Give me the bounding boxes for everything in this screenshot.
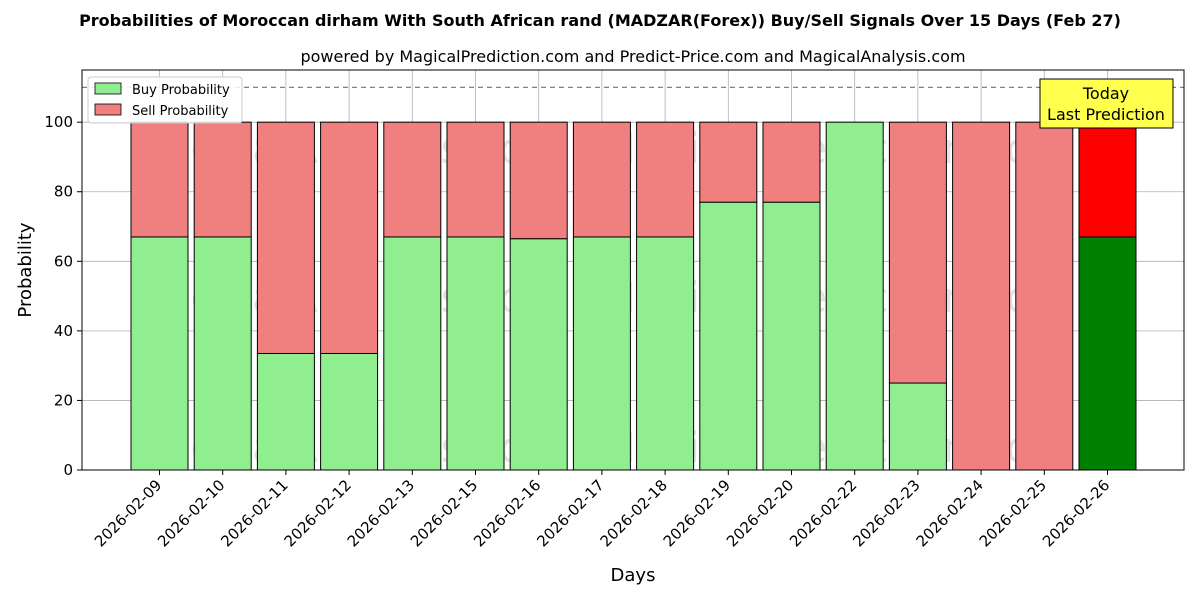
x-tick-label: 2026-02-26 [1039, 476, 1113, 550]
today-annotation: Today Last Prediction [1039, 78, 1174, 129]
plot-frame [81, 69, 1185, 471]
bar-sell-2026-02-18 [636, 121, 695, 238]
legend-swatch-sell [94, 103, 122, 116]
bar-sell-2026-02-17 [572, 121, 631, 238]
bar-sell-2026-02-20 [762, 121, 821, 203]
legend-label-sell: Sell Probability [132, 104, 229, 119]
annotation-line-today: Today [1082, 84, 1129, 103]
legend: Buy Probability Sell Probability [87, 76, 243, 124]
legend-frame [87, 76, 243, 124]
bar-buy-2026-02-19 [699, 201, 758, 471]
bar-buy-2026-02-10 [193, 236, 252, 471]
bar-buy-2026-02-23 [888, 382, 947, 471]
x-tick-label: 2026-02-11 [217, 476, 291, 550]
y-tick-label: 100 [44, 113, 73, 131]
bar-buy-2026-02-09 [130, 236, 189, 471]
bar-buy-2026-02-20 [762, 201, 821, 471]
x-tick-label: 2026-02-20 [723, 476, 797, 550]
x-tick-label: 2026-02-10 [154, 476, 228, 550]
bar-sell-2026-02-24 [952, 121, 1011, 471]
x-tick-label: 2026-02-13 [344, 476, 418, 550]
y-tick-label: 0 [63, 461, 73, 479]
bar-sell-2026-02-13 [383, 121, 442, 238]
annotation-line-last-prediction: Last Prediction [1047, 105, 1165, 124]
annotation-box [1039, 78, 1174, 129]
bar-buy-2026-02-26 [1078, 236, 1137, 471]
bar-buy-2026-02-12 [320, 352, 379, 471]
y-axis-ticks: 0 20 40 60 80 100 [44, 113, 82, 479]
legend-label-buy: Buy Probability [132, 83, 230, 98]
bar-sell-2026-02-12 [320, 121, 379, 354]
x-tick-label: 2026-02-22 [786, 476, 860, 550]
x-tick-label: 2026-02-12 [281, 476, 355, 550]
bar-buy-2026-02-17 [572, 236, 631, 471]
x-tick-label: 2026-02-23 [849, 476, 923, 550]
bar-buy-2026-02-22 [825, 121, 884, 471]
x-axis-label: Days [611, 565, 656, 586]
x-tick-label: 2026-02-18 [597, 476, 671, 550]
legend-swatch-buy [94, 82, 122, 95]
y-tick-label: 60 [54, 252, 73, 270]
x-tick-label: 2026-02-25 [976, 476, 1050, 550]
bar-sell-2026-02-23 [888, 121, 947, 384]
y-tick-label: 20 [54, 391, 73, 409]
bar-buy-2026-02-13 [383, 236, 442, 471]
x-tick-label: 2026-02-19 [660, 476, 734, 550]
bars [130, 121, 1137, 471]
bar-sell-2026-02-10 [193, 121, 252, 238]
x-axis-ticks: 2026-02-092026-02-102026-02-112026-02-12… [91, 470, 1113, 550]
x-tick-label: 2026-02-17 [533, 476, 607, 550]
bar-sell-2026-02-09 [130, 121, 189, 238]
bar-sell-2026-02-16 [509, 121, 568, 240]
y-tick-label: 80 [54, 183, 73, 201]
bar-sell-2026-02-26 [1078, 121, 1137, 238]
bar-sell-2026-02-25 [1015, 121, 1074, 471]
bar-sell-2026-02-15 [446, 121, 505, 238]
bar-buy-2026-02-18 [636, 236, 695, 471]
x-tick-label: 2026-02-15 [407, 476, 481, 550]
bar-sell-2026-02-19 [699, 121, 758, 203]
bar-buy-2026-02-15 [446, 236, 505, 471]
bar-buy-2026-02-11 [256, 352, 315, 471]
chart-title: Probabilities of Moroccan dirham With So… [79, 11, 1121, 30]
bar-buy-2026-02-16 [509, 238, 568, 471]
x-tick-label: 2026-02-24 [913, 476, 987, 550]
y-tick-label: 40 [54, 322, 73, 340]
y-axis-label: Probability [15, 222, 36, 317]
x-tick-label: 2026-02-09 [91, 476, 165, 550]
x-tick-label: 2026-02-16 [470, 476, 544, 550]
bar-sell-2026-02-11 [256, 121, 315, 354]
chart-subtitle: powered by MagicalPrediction.com and Pre… [300, 47, 965, 66]
